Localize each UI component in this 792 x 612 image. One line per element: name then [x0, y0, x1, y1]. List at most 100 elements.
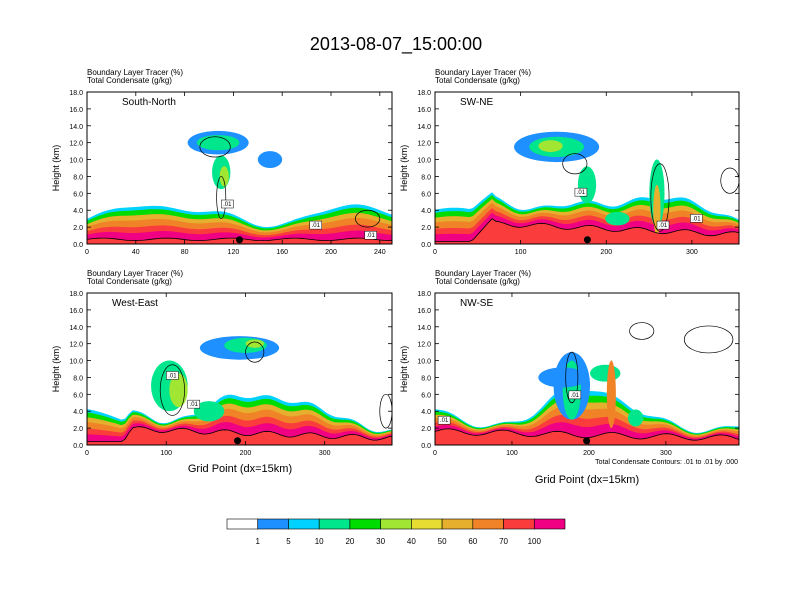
- condensate-contour: [562, 153, 588, 175]
- tracer-plume: [538, 367, 587, 388]
- colorbar-label: 60: [468, 537, 477, 546]
- colorbar-swatch: [288, 518, 320, 530]
- y-axis-label: Height (km): [51, 145, 61, 192]
- colorbar-swatch: [318, 518, 351, 530]
- x-tick-label: 300: [660, 450, 672, 457]
- x-axis-label-right: Grid Point (dx=15km): [535, 474, 639, 486]
- y-tick-label: 4.0: [73, 409, 83, 416]
- contour-label: .01: [190, 402, 199, 408]
- plot-frame: [434, 292, 740, 446]
- plot-area: .01 .01 .01: [435, 131, 739, 244]
- panel-sw-ne: Boundary Layer Tracer (%)Total Condensat…: [399, 68, 740, 256]
- y-axis-label: Height (km): [399, 346, 409, 393]
- colorbar-label: 40: [407, 537, 416, 546]
- condensate-contour: [565, 351, 579, 404]
- y-tick-label: 14.0: [417, 124, 431, 131]
- panel-label: NW-SE: [460, 298, 493, 309]
- colorbar-swatch: [257, 518, 289, 530]
- terrain: [435, 428, 739, 445]
- x-tick-label: 120: [228, 249, 240, 256]
- x-tick-label: 80: [181, 249, 189, 256]
- contour-label-box: [309, 220, 322, 230]
- y-tick-label: 8.0: [421, 174, 431, 181]
- y-tick-label: 4.0: [73, 208, 83, 215]
- contour-label: .01: [659, 223, 668, 229]
- tracer-band: [435, 212, 739, 242]
- contour-label-box: [364, 230, 377, 240]
- x-tick-label: 200: [600, 249, 612, 256]
- contour-label-box: [574, 187, 588, 197]
- y-axis-label: Height (km): [51, 346, 61, 393]
- panel-nw-se: Boundary Layer Tracer (%)Total Condensat…: [399, 269, 740, 457]
- y-tick-label: 6.0: [73, 392, 83, 399]
- y-tick-label: 0.0: [421, 242, 431, 249]
- y-tick-label: 14.0: [417, 325, 431, 332]
- colorbar-label: 50: [438, 537, 447, 546]
- y-tick-label: 2.0: [421, 426, 431, 433]
- condensate-contour: [199, 136, 231, 158]
- panel-west-east: Boundary Layer Tracer (%)Total Condensat…: [51, 269, 393, 457]
- colorbar-label: 20: [345, 537, 354, 546]
- panel-title-line-1: Boundary Layer Tracer (%): [435, 68, 531, 77]
- y-tick-label: 16.0: [417, 107, 431, 114]
- contour-label: .01: [312, 223, 321, 229]
- panel-label: West-East: [112, 298, 158, 309]
- plot-frame: [86, 91, 393, 245]
- y-tick-label: 8.0: [73, 375, 83, 382]
- y-tick-label: 18.0: [417, 90, 431, 97]
- x-tick-label: 160: [276, 249, 288, 256]
- panel-title-line-2: Total Condensate (g/kg): [435, 76, 520, 85]
- colorbar-label: 70: [499, 537, 508, 546]
- colorbar-swatch: [441, 518, 474, 530]
- tracer-band: [435, 422, 739, 441]
- condensate-contour: [216, 176, 227, 220]
- tracer-plume: [577, 166, 597, 204]
- x-tick-label: 300: [319, 450, 331, 457]
- x-tick-label: 0: [433, 450, 437, 457]
- y-tick-label: 6.0: [73, 191, 83, 198]
- y-tick-label: 12.0: [417, 141, 431, 148]
- location-marker: [236, 236, 243, 244]
- contour-label: .01: [223, 202, 232, 208]
- colorbar-swatch: [472, 518, 504, 530]
- panel-title-line-2: Total Condensate (g/kg): [87, 76, 172, 85]
- x-tick-label: 240: [374, 249, 386, 256]
- panel-title-line-1: Boundary Layer Tracer (%): [435, 269, 531, 278]
- condensate-contour: [629, 322, 655, 340]
- x-tick-label: 300: [686, 249, 698, 256]
- x-tick-label: 0: [85, 249, 89, 256]
- y-tick-label: 10.0: [69, 158, 83, 165]
- y-tick-label: 4.0: [421, 409, 431, 416]
- plot-frame: [86, 292, 393, 446]
- colorbar-label: 1: [256, 537, 261, 546]
- x-tick-label: 40: [132, 249, 140, 256]
- tracer-plume: [257, 151, 283, 168]
- y-axis-label: Height (km): [399, 145, 409, 192]
- condensate-contour: [159, 364, 185, 416]
- condensate-contour: [650, 163, 670, 232]
- tracer-plume: [169, 373, 188, 407]
- y-tick-label: 8.0: [421, 375, 431, 382]
- x-tick-label: 100: [160, 450, 172, 457]
- contour-label-box: [656, 220, 670, 230]
- tracer-band: [87, 422, 392, 442]
- condensate-contour: [245, 341, 265, 363]
- colorbar-swatch: [533, 518, 566, 530]
- colorbar-swatch: [503, 518, 535, 530]
- contour-label-box: [221, 199, 234, 209]
- tracer-plume: [245, 339, 264, 348]
- y-tick-label: 2.0: [73, 225, 83, 232]
- panel-south-north: Boundary Layer Tracer (%)Total Condensat…: [51, 68, 393, 256]
- x-tick-label: 200: [583, 450, 595, 457]
- colorbar-label: 30: [376, 537, 385, 546]
- tracer-plume: [605, 211, 630, 226]
- contour-label-box: [690, 214, 703, 223]
- contour-label: .01: [577, 190, 586, 196]
- y-tick-label: 14.0: [69, 325, 83, 332]
- y-tick-label: 16.0: [69, 107, 83, 114]
- y-tick-label: 18.0: [417, 291, 431, 298]
- tracer-plume: [606, 360, 616, 429]
- terrain: [87, 426, 392, 445]
- tracer-plume: [590, 364, 621, 382]
- tracer-plume: [196, 135, 240, 151]
